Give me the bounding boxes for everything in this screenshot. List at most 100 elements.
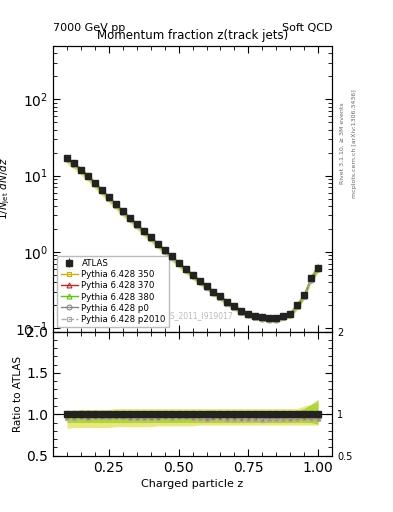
Pythia 6.428 380 [114,201,118,207]
Pythia 6.428 370 [141,228,146,234]
Pythia 6.428 350 [197,279,202,285]
Pythia 6.428 370 [211,289,216,295]
Pythia 6.428 p0 [204,284,209,290]
Pythia 6.428 370 [149,235,153,241]
Pythia 6.428 370 [281,313,286,319]
Pythia 6.428 380 [120,208,125,214]
Pythia 6.428 p2010 [288,312,292,318]
Pythia 6.428 p2010 [114,202,118,208]
Pythia 6.428 350 [253,314,258,321]
Pythia 6.428 350 [316,266,321,272]
Pythia 6.428 p2010 [99,188,104,194]
Pythia 6.428 350 [218,295,223,301]
Pythia 6.428 380 [176,260,181,266]
Pythia 6.428 p2010 [65,156,70,162]
Pythia 6.428 380 [260,314,265,320]
Pythia 6.428 370 [246,311,251,317]
Text: 7000 GeV pp: 7000 GeV pp [53,23,125,33]
Pythia 6.428 p0 [149,235,153,241]
Pythia 6.428 p2010 [225,301,230,307]
Pythia 6.428 350 [288,312,292,318]
Pythia 6.428 350 [246,312,251,318]
Pythia 6.428 350 [127,216,132,222]
Pythia 6.428 p0 [267,316,272,323]
Pythia 6.428 p0 [93,181,97,187]
Pythia 6.428 p0 [176,260,181,266]
Pythia 6.428 p0 [86,174,90,180]
Pythia 6.428 380 [197,278,202,284]
Pythia 6.428 p2010 [169,255,174,261]
Pythia 6.428 380 [232,303,237,309]
Pythia 6.428 p2010 [155,242,160,248]
Pythia 6.428 p2010 [141,229,146,235]
Pythia 6.428 p0 [218,294,223,301]
Line: Pythia 6.428 380: Pythia 6.428 380 [64,155,321,321]
Pythia 6.428 p2010 [246,312,251,318]
Pythia 6.428 380 [99,186,104,193]
Pythia 6.428 p2010 [267,317,272,323]
Pythia 6.428 p2010 [211,290,216,296]
Pythia 6.428 p0 [114,202,118,208]
Pythia 6.428 370 [86,173,90,179]
Pythia 6.428 370 [274,316,279,322]
Pythia 6.428 380 [253,312,258,318]
Text: mcplots.cern.ch [arXiv:1306.3436]: mcplots.cern.ch [arXiv:1306.3436] [352,89,357,198]
Pythia 6.428 370 [302,293,307,299]
Pythia 6.428 350 [149,236,153,242]
Pythia 6.428 p2010 [72,162,76,168]
Pythia 6.428 p0 [253,314,258,320]
Pythia 6.428 370 [79,167,83,173]
Pythia 6.428 380 [267,315,272,321]
Pythia 6.428 380 [316,265,321,271]
Title: Momentum fraction z(track jets): Momentum fraction z(track jets) [97,29,288,42]
Pythia 6.428 370 [176,260,181,266]
Pythia 6.428 370 [225,300,230,306]
Pythia 6.428 350 [183,267,188,273]
Pythia 6.428 350 [204,285,209,291]
Y-axis label: Ratio to ATLAS: Ratio to ATLAS [13,355,24,432]
Pythia 6.428 350 [239,309,244,315]
Pythia 6.428 p0 [260,315,265,322]
Pythia 6.428 380 [295,302,299,308]
Text: Rivet 3.1.10, ≥ 3M events: Rivet 3.1.10, ≥ 3M events [340,102,345,184]
Pythia 6.428 p2010 [260,316,265,322]
Pythia 6.428 p2010 [218,295,223,301]
Pythia 6.428 370 [65,155,70,161]
Text: Soft QCD: Soft QCD [282,23,332,33]
Pythia 6.428 p0 [99,187,104,194]
Pythia 6.428 370 [260,315,265,321]
Pythia 6.428 380 [183,265,188,271]
Pythia 6.428 p0 [211,289,216,295]
Pythia 6.428 p0 [65,156,70,162]
Pythia 6.428 p2010 [120,209,125,216]
Pythia 6.428 370 [267,316,272,322]
Pythia 6.428 p2010 [253,314,258,321]
Pythia 6.428 p0 [127,216,132,222]
Pythia 6.428 380 [169,253,174,260]
Y-axis label: $1/N_\mathrm{jet}\ dN/dz$: $1/N_\mathrm{jet}\ dN/dz$ [0,157,12,220]
Line: Pythia 6.428 350: Pythia 6.428 350 [64,157,321,323]
Pythia 6.428 380 [218,293,223,299]
Pythia 6.428 350 [176,261,181,267]
Pythia 6.428 p0 [239,309,244,315]
Pythia 6.428 p2010 [281,314,286,321]
Pythia 6.428 380 [288,310,292,316]
Pythia 6.428 350 [295,304,299,310]
Pythia 6.428 380 [239,307,244,313]
Pythia 6.428 380 [149,234,153,240]
Pythia 6.428 p2010 [134,223,139,229]
Pythia 6.428 350 [114,202,118,208]
Pythia 6.428 p0 [295,304,299,310]
Pythia 6.428 380 [281,312,286,318]
Pythia 6.428 370 [253,313,258,319]
Pythia 6.428 p2010 [183,267,188,273]
Pythia 6.428 p2010 [162,248,167,254]
Pythia 6.428 370 [295,303,299,309]
Pythia 6.428 p2010 [107,196,111,202]
Pythia 6.428 380 [155,240,160,246]
Pythia 6.428 p0 [155,241,160,247]
Pythia 6.428 380 [211,288,216,294]
Pythia 6.428 p0 [190,273,195,279]
Pythia 6.428 350 [260,316,265,322]
Pythia 6.428 p0 [183,267,188,273]
